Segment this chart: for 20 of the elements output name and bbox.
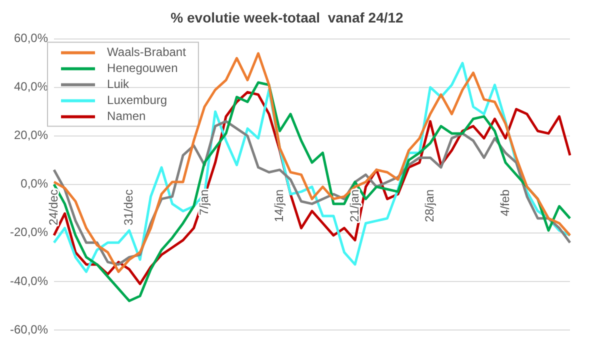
chart-title: % evolutie week-totaal vanaf 24/12 — [170, 9, 404, 26]
legend-label: Namen — [107, 109, 146, 124]
y-tick-label: -60,0% — [10, 322, 48, 336]
x-tick-label: 21/jan — [347, 189, 362, 222]
legend-label: Henegouwen — [107, 61, 178, 76]
y-tick-label: 60,0% — [14, 31, 48, 46]
y-tick-label: 40,0% — [14, 80, 48, 94]
x-tick-label: 4/feb — [498, 189, 512, 216]
y-tick-label: 0,0% — [20, 176, 48, 191]
x-tick-label: 14/jan — [272, 189, 286, 222]
legend-label: Luxemburg — [107, 93, 168, 108]
x-tick-label: 24/dec — [46, 189, 60, 226]
y-tick-label: -20,0% — [10, 225, 48, 240]
x-tick-label: 7/jan — [196, 189, 211, 216]
x-tick-label: 28/jan — [422, 189, 437, 222]
y-tick-label: 20,0% — [14, 128, 48, 142]
y-tick-label: -40,0% — [10, 274, 48, 288]
legend-label: Waals-Brabant — [107, 45, 187, 60]
x-tick-label: 31/dec — [122, 189, 136, 226]
legend-label: Luik — [107, 77, 130, 92]
